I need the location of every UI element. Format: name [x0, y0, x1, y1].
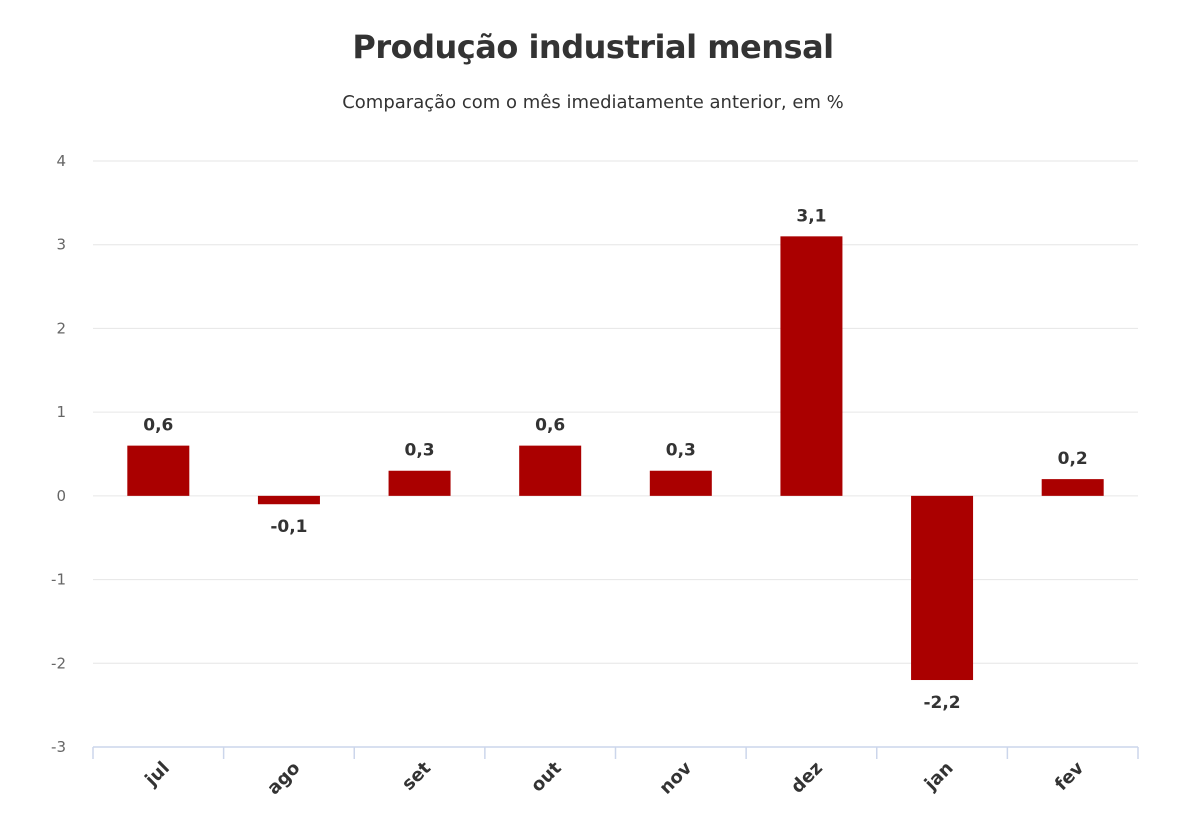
y-axis-ticks: 4 3 2 1 0 -1 -2 -3 [51, 152, 66, 756]
x-tick-label: dez [787, 758, 827, 798]
x-tick-label: out [527, 757, 566, 796]
data-label: -2,2 [923, 693, 960, 713]
bar-set[interactable] [388, 470, 451, 496]
y-tick-label: 1 [56, 403, 66, 421]
x-tick-label: ago [263, 758, 304, 799]
data-label: 3,1 [796, 206, 826, 226]
data-label: 0,2 [1058, 449, 1088, 469]
x-tick-label: set [398, 757, 435, 794]
chart-subtitle: Comparação com o mês imediatamente anter… [342, 92, 844, 113]
grid-lines [93, 160, 1138, 664]
bar-fev[interactable] [1041, 479, 1104, 496]
data-label: 0,3 [666, 441, 696, 461]
bar-nov[interactable] [649, 470, 712, 496]
x-axis: jul ago set out nov dez jan fev [92, 746, 1139, 799]
x-tick-label: jan [920, 758, 958, 796]
bar-dez[interactable] [780, 236, 843, 496]
y-tick-label: 2 [56, 319, 66, 337]
bars [127, 236, 1104, 681]
x-tick-label: nov [655, 758, 696, 799]
bar-out[interactable] [519, 445, 582, 496]
y-tick-label: 0 [56, 487, 66, 505]
y-tick-label: -3 [51, 738, 66, 756]
bar-jan[interactable] [911, 495, 974, 681]
data-labels: 0,6 -0,1 0,3 0,6 0,3 3,1 -2,2 0,2 [143, 206, 1088, 713]
bar-jul[interactable] [127, 445, 190, 496]
chart-title: Produção industrial mensal [352, 28, 834, 66]
data-label: 0,6 [143, 416, 173, 436]
y-tick-label: -2 [51, 654, 66, 672]
bar-ago[interactable] [257, 495, 320, 505]
y-tick-label: -1 [51, 571, 66, 589]
y-tick-label: 3 [56, 236, 66, 254]
x-tick-label: jul [141, 758, 174, 791]
data-label: 0,6 [535, 416, 565, 436]
data-label: -0,1 [270, 517, 307, 537]
data-label: 0,3 [405, 441, 435, 461]
x-tick-label: fev [1051, 758, 1089, 796]
y-tick-label: 4 [56, 152, 66, 170]
